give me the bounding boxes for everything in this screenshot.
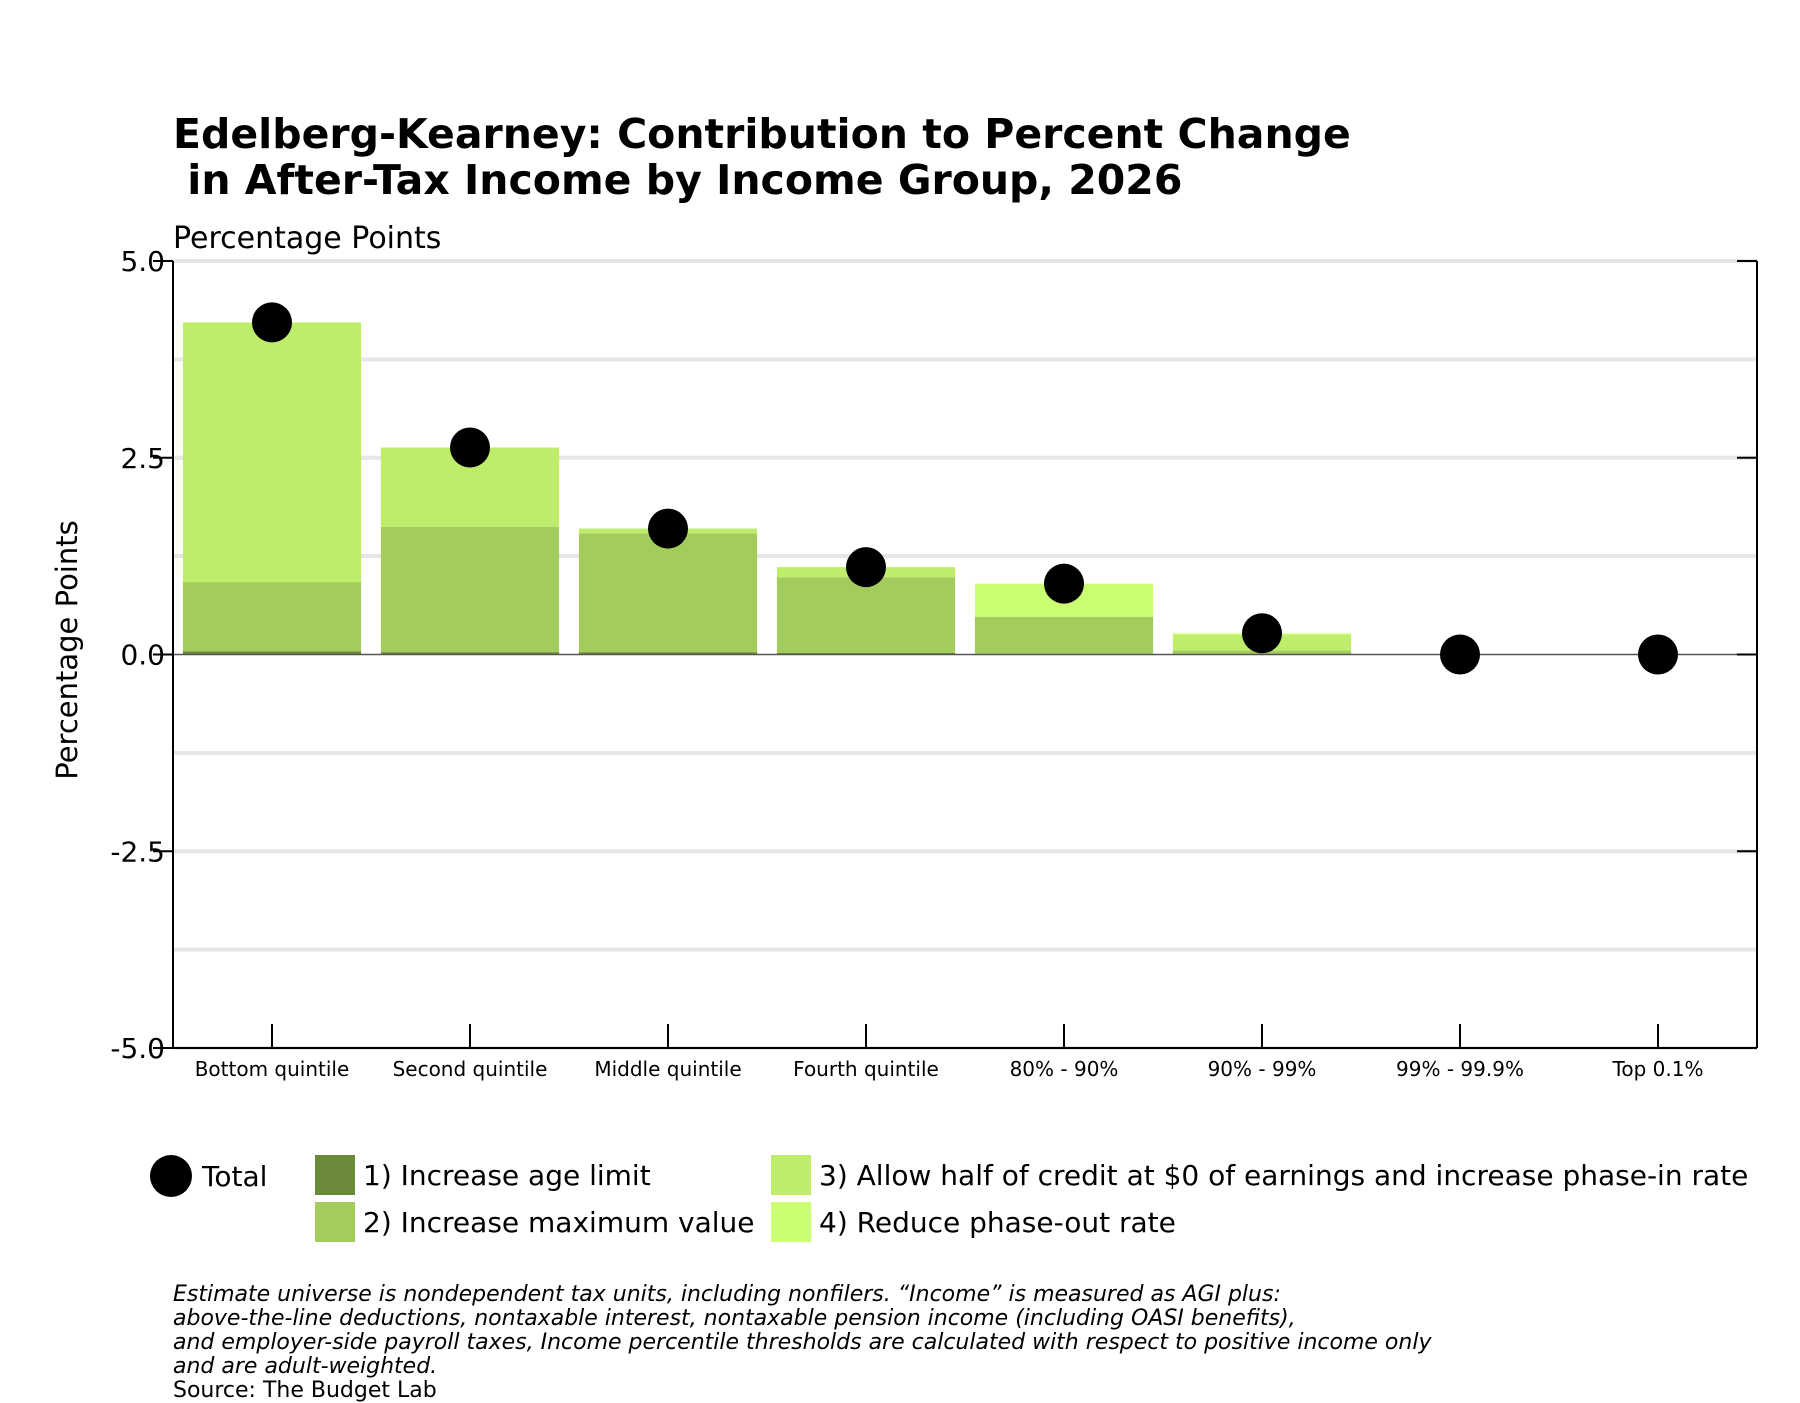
source-note: Source: The Budget Lab bbox=[173, 1378, 437, 1403]
footnote-line: and employer-side payroll taxes, Income … bbox=[173, 1330, 1432, 1355]
total-point bbox=[648, 508, 688, 549]
footnote-line: Estimate universe is nondependent tax un… bbox=[173, 1282, 1281, 1307]
x-tick-label: Top 0.1% bbox=[1612, 1057, 1704, 1081]
footnote-line: above-the-line deductions, nontaxable in… bbox=[173, 1306, 1296, 1331]
footnote-line: and are adult-weighted. bbox=[173, 1354, 438, 1379]
x-tick-label: Bottom quintile bbox=[195, 1057, 350, 1081]
bar-segment-series-2 bbox=[578, 533, 758, 653]
x-tick-label: 90% - 99% bbox=[1208, 1057, 1317, 1081]
bar-segment-series-1 bbox=[182, 651, 362, 655]
x-tick-label: Fourth quintile bbox=[793, 1057, 939, 1081]
bar-segment-series-1 bbox=[380, 652, 560, 655]
x-tick-label: Second quintile bbox=[393, 1057, 548, 1081]
y-tick-label: -2.5 bbox=[110, 835, 165, 868]
bar-segment-series-2 bbox=[974, 616, 1154, 654]
total-point bbox=[1638, 634, 1678, 675]
chart-subtitle: Percentage Points bbox=[173, 221, 442, 256]
x-tick-label: 99% - 99.9% bbox=[1396, 1057, 1524, 1081]
y-tick-label: 5.0 bbox=[120, 245, 165, 278]
x-tick-label: Middle quintile bbox=[594, 1057, 741, 1081]
y-tick-label: 0.0 bbox=[120, 639, 165, 672]
total-point bbox=[450, 427, 490, 468]
chart-title: Edelberg-Kearney: Contribution to Percen… bbox=[173, 110, 1351, 204]
total-point bbox=[1242, 613, 1282, 654]
bar-segment-series-1 bbox=[776, 652, 956, 655]
x-tick-label: 80% - 90% bbox=[1010, 1057, 1119, 1081]
bar-segment-series-3 bbox=[182, 322, 362, 583]
bar-segment-series-2 bbox=[776, 577, 956, 653]
bar-segment-series-2 bbox=[182, 582, 362, 652]
y-tick-label: 2.5 bbox=[120, 442, 165, 475]
total-point bbox=[252, 302, 292, 343]
footnote: Estimate universe is nondependent tax un… bbox=[173, 1283, 1431, 1403]
total-point bbox=[1044, 563, 1084, 604]
total-point bbox=[846, 547, 886, 588]
total-point bbox=[1440, 634, 1480, 675]
y-tick-label: -5.0 bbox=[110, 1032, 165, 1065]
bar-segment-series-1 bbox=[578, 652, 758, 655]
bar-segment-series-2 bbox=[380, 527, 560, 653]
